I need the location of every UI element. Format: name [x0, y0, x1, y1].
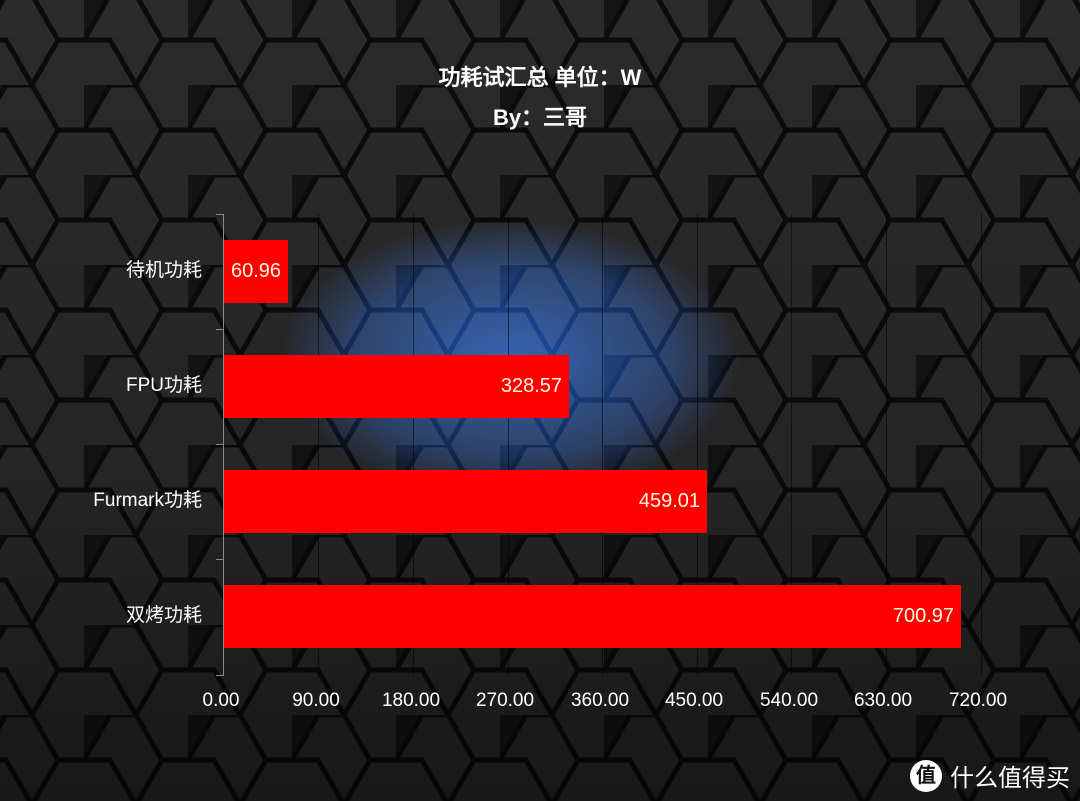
category-label: 待机功耗: [125, 260, 202, 281]
bar-idle: 60.96: [224, 240, 288, 303]
y-tick: [216, 675, 224, 676]
x-tick-label: 630.00: [853, 690, 913, 711]
gridline: [697, 214, 698, 675]
y-tick: [216, 444, 224, 445]
x-tick-label: 180.00: [381, 690, 441, 711]
gridline: [602, 214, 603, 675]
smzdm-logo-icon: 值: [910, 759, 942, 792]
category-label: FPU功耗: [125, 375, 202, 396]
bar-dual-stress: 700.97: [224, 585, 961, 648]
bar-value-label: 328.57: [500, 375, 562, 397]
bar-value-label: 60.96: [231, 260, 282, 282]
bar-value-label: 459.01: [638, 490, 700, 512]
watermark-text: 什么值得买: [950, 765, 1070, 792]
x-tick-label: 720.00: [948, 690, 1008, 711]
x-tick-label: 360.00: [570, 690, 630, 711]
watermark: 值 什么值得买: [910, 758, 1070, 793]
x-tick-label: 0.00: [202, 690, 240, 711]
bar-furmark: 459.01: [224, 470, 707, 533]
chart-title: 功耗试汇总 单位：W: [438, 65, 642, 90]
gridline: [981, 214, 982, 675]
x-tick-label: 450.00: [664, 690, 724, 711]
x-tick-label: 540.00: [759, 690, 819, 711]
x-tick-label: 270.00: [475, 690, 535, 711]
bar-fpu: 328.57: [224, 355, 569, 418]
bar-value-label: 700.97: [892, 605, 954, 627]
gridline: [318, 214, 319, 675]
category-label: Furmark功耗: [93, 490, 202, 511]
gridline: [791, 214, 792, 675]
gridline: [413, 214, 414, 675]
y-tick: [216, 559, 224, 560]
category-label: 双烤功耗: [125, 605, 202, 626]
y-tick: [216, 214, 224, 215]
gridline: [886, 214, 887, 675]
y-tick: [216, 329, 224, 330]
gridline: [508, 214, 509, 675]
chart-subtitle: By：三哥: [492, 105, 588, 130]
x-tick-label: 90.00: [292, 690, 340, 711]
